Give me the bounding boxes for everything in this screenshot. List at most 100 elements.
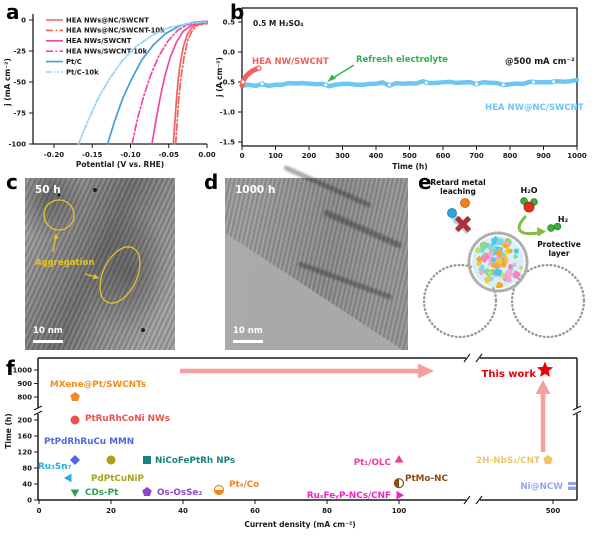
svg-text:160: 160 [17,433,32,441]
svg-text:-0.15: -0.15 [82,151,102,159]
svg-text:HEA NWs/SWCNT-10k: HEA NWs/SWCNT-10k [66,48,148,56]
svg-text:500: 500 [546,507,561,515]
svg-text:Pt₁/OLC: Pt₁/OLC [354,458,391,468]
svg-text:0.0: 0.0 [223,49,236,57]
tem-d-time-label: 1000 h [235,184,276,196]
tem-c-aggregation-label: Aggregation [35,258,95,268]
svg-text:HEA NW@NC/SWCNT: HEA NW@NC/SWCNT [485,103,584,113]
panel-f-comparison-plot: 0 20 40 60 80 100 500 0 40 80 120 160 200 800 900 1000 C… [4,353,582,529]
panel-d-tem-image: 1000 h 10 nm [225,164,408,350]
svg-text:Current density (mA cm⁻²): Current density (mA cm⁻²) [244,520,355,529]
svg-text:200: 200 [17,417,32,425]
tem-d-scalebar [233,340,263,343]
svg-text:0: 0 [240,152,245,160]
svg-text:HEA NWs@NC/SWCNT: HEA NWs@NC/SWCNT [66,16,149,24]
panel-label-b: b [230,0,245,24]
svg-text:Ru₃Sn₇: Ru₃Sn₇ [38,462,71,472]
retard-metal-leaching-label: Retard metal leaching [430,178,486,196]
svg-text:-0.10: -0.10 [120,151,140,159]
panel-c-tem-image: 50 h Aggregation 10 nm [25,178,175,350]
svg-text:RuₓFeᵧP-NCs/CNF: RuₓFeᵧP-NCs/CNF [307,491,391,501]
tem-d-smooth-region [225,233,408,350]
svg-text:300: 300 [335,152,350,160]
svg-text:0.5: 0.5 [223,19,236,27]
svg-text:Pt₄/Co: Pt₄/Co [229,480,259,490]
svg-text:HEA NW/SWCNT: HEA NW/SWCNT [252,57,329,67]
svg-text:0: 0 [21,17,26,25]
svg-text:-0.05: -0.05 [159,151,179,159]
svg-text:-25: -25 [13,48,26,56]
panel-label-a: a [6,0,20,24]
panel-label-d: d [204,170,219,194]
tem-c-annotations [43,188,145,332]
svg-text:j (A cm⁻²): j (A cm⁻²) [215,57,224,98]
svg-text:Time (h): Time (h) [392,162,427,171]
svg-text:Refresh electrolyte: Refresh electrolyte [356,55,448,65]
svg-text:Ni@NCW: Ni@NCW [520,482,563,492]
svg-text:1000: 1000 [567,152,587,160]
svg-text:100: 100 [392,507,407,515]
svg-text:CDs-Pt: CDs-Pt [85,488,118,498]
svg-text:-1.0: -1.0 [220,109,235,117]
svg-text:800: 800 [17,394,32,402]
svg-text:80: 80 [22,465,32,473]
tem-c-time-label: 50 h [35,184,61,196]
svg-text:200: 200 [302,152,317,160]
svg-text:60: 60 [250,507,260,515]
svg-text:j (mA cm⁻²): j (mA cm⁻²) [3,58,12,107]
svg-text:Os-OsSe₂: Os-OsSe₂ [157,488,202,498]
svg-text:PtPdRhRuCu MMN: PtPdRhRuCu MMN [44,437,134,447]
svg-text:0: 0 [27,497,32,505]
svg-text:0.00: 0.00 [198,151,215,159]
h2o-label: H₂O [520,186,538,195]
svg-text:-75: -75 [13,110,26,118]
tem-c-scalebar-label: 10 nm [33,326,63,336]
svg-text:100: 100 [268,152,283,160]
panel-label-f: f [6,356,15,380]
svg-text:900: 900 [536,152,551,160]
svg-text:800: 800 [503,152,518,160]
svg-text:MXene@Pt/SWCNTs: MXene@Pt/SWCNTs [50,380,146,390]
svg-text:40: 40 [178,507,188,515]
svg-text:@500 mA cm⁻²: @500 mA cm⁻² [505,57,575,67]
h2-label: H₂ [557,215,569,224]
panel-b-stability-plot: 0 100 200 300 400 500 600 700 800 900 1000 0.5 0.0 -0… [215,7,587,171]
svg-text:PtRuRhCoNi NWs: PtRuRhCoNi NWs [85,414,170,424]
svg-text:700: 700 [469,152,484,160]
svg-text:0.5 M H₂SO₄: 0.5 M H₂SO₄ [253,19,304,28]
svg-text:-100: -100 [8,141,26,149]
svg-text:400: 400 [369,152,384,160]
svg-text:HEA NWs/SWCNT: HEA NWs/SWCNT [66,37,132,45]
panel-label-e: e [418,170,432,194]
panel-label-c: c [6,170,18,194]
svg-text:0: 0 [37,507,42,515]
svg-text:-0.20: -0.20 [44,151,64,159]
svg-text:2H-NbS₂/CNT: 2H-NbS₂/CNT [476,456,540,466]
svg-text:NiCoFePtRh NPs: NiCoFePtRh NPs [155,456,235,466]
panel-a-polarization-plot: -0.20 -0.15 -0.10 -0.05 0.00 0 -25 -50 -75 -100 Po… [3,14,216,169]
svg-text:-1.5: -1.5 [220,139,235,147]
panel-e-scheme [422,197,586,339]
svg-text:120: 120 [17,449,32,457]
svg-text:20: 20 [106,507,116,515]
svg-text:Pt/C-10k: Pt/C-10k [66,68,99,76]
svg-text:PdPtCuNiP: PdPtCuNiP [91,474,144,484]
svg-text:-0.5: -0.5 [220,79,235,87]
protective-layer-label: Protective layer [537,240,581,258]
svg-text:500: 500 [402,152,417,160]
svg-text:Potential (V vs. RHE): Potential (V vs. RHE) [76,160,164,169]
svg-text:600: 600 [436,152,451,160]
tem-d-scalebar-label: 10 nm [233,326,263,336]
svg-text:HEA NWs@NC/SWCNT-10k: HEA NWs@NC/SWCNT-10k [66,27,165,35]
svg-text:80: 80 [322,507,332,515]
svg-text:PtMo-NC: PtMo-NC [405,474,448,484]
svg-text:900: 900 [17,380,32,388]
svg-text:This work: This work [482,369,537,380]
svg-text:-50: -50 [13,79,26,87]
svg-text:1000: 1000 [13,367,33,375]
svg-text:Time (h): Time (h) [4,413,13,448]
svg-text:Pt/C: Pt/C [66,58,82,66]
svg-text:40: 40 [22,481,32,489]
tem-c-scalebar [33,340,63,343]
